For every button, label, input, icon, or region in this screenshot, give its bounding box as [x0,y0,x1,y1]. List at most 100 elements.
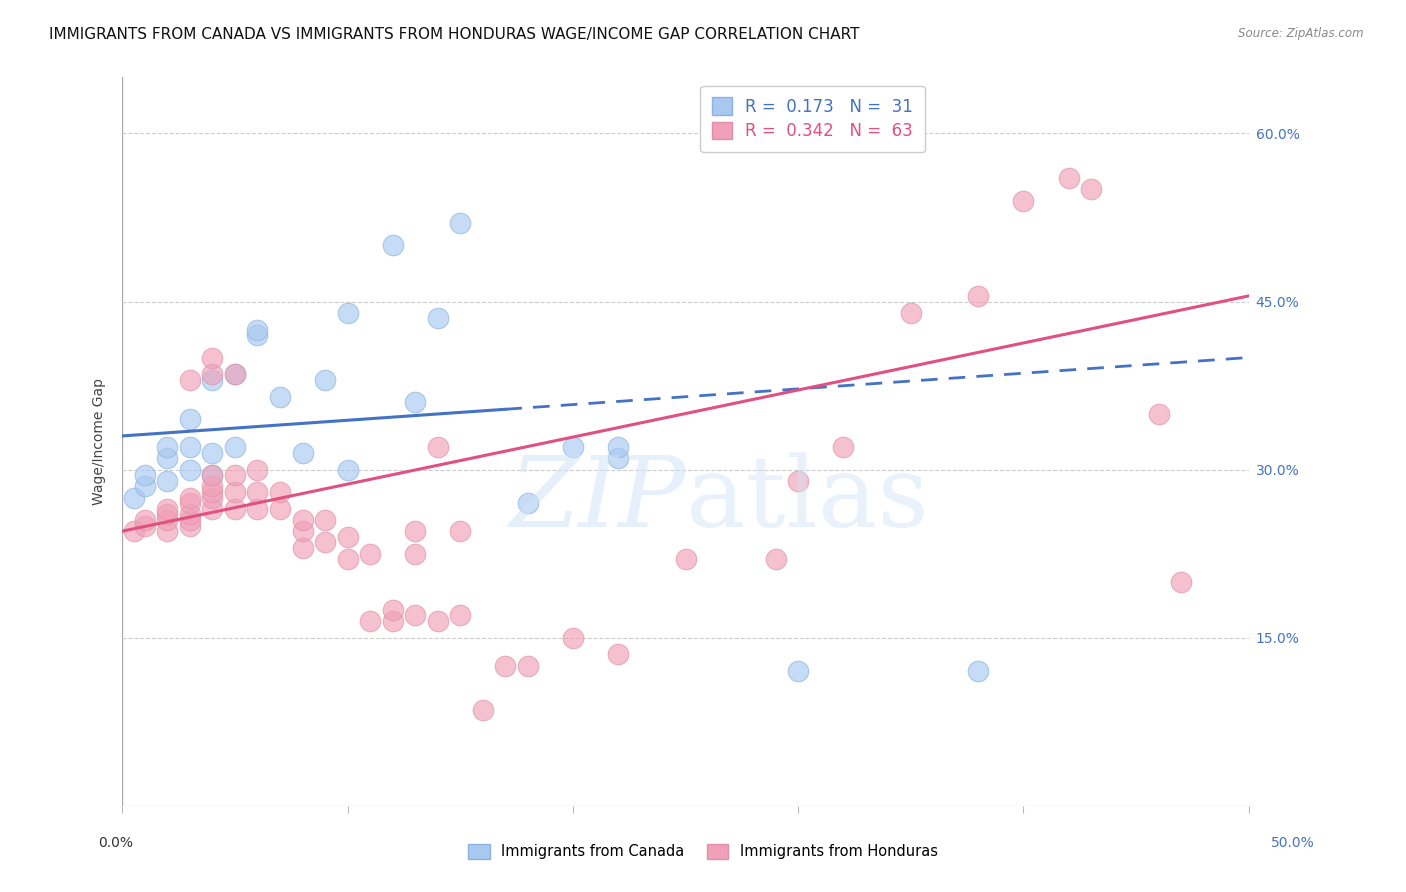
Point [404,547,426,561]
Point [291,513,314,527]
Text: Source: ZipAtlas.com: Source: ZipAtlas.com [1239,27,1364,40]
Point [246,322,269,336]
Point [516,658,538,673]
Y-axis label: Wage/Income Gap: Wage/Income Gap [93,378,107,505]
Point [561,440,583,454]
Point [336,306,359,320]
Point [675,552,697,566]
Point [765,552,787,566]
Point [336,552,359,566]
Point [122,524,145,538]
Point [179,513,201,527]
Point [900,306,922,320]
Point [201,468,224,483]
Point [201,501,224,516]
Point [201,373,224,387]
Point [967,664,990,678]
Point [967,289,990,303]
Point [224,368,246,382]
Point [359,614,381,628]
Point [201,368,224,382]
Point [291,524,314,538]
Point [449,608,471,623]
Point [246,501,269,516]
Text: ZIP: ZIP [509,452,686,548]
Point [179,462,201,476]
Point [832,440,855,454]
Point [787,664,810,678]
Point [224,368,246,382]
Point [516,496,538,510]
Legend: Immigrants from Canada, Immigrants from Honduras: Immigrants from Canada, Immigrants from … [463,838,943,865]
Text: atlas: atlas [686,452,928,548]
Point [269,390,291,404]
Point [426,311,449,326]
Point [381,614,404,628]
Point [246,485,269,500]
Point [404,608,426,623]
Point [179,508,201,522]
Point [122,491,145,505]
Point [404,524,426,538]
Point [134,468,156,483]
Point [201,351,224,365]
Point [134,513,156,527]
Point [426,440,449,454]
Point [359,547,381,561]
Point [201,446,224,460]
Point [607,648,630,662]
Point [291,541,314,555]
Text: 50.0%: 50.0% [1271,836,1315,850]
Text: 0.0%: 0.0% [98,836,134,850]
Point [787,474,810,488]
Point [224,468,246,483]
Point [561,631,583,645]
Point [449,216,471,230]
Point [156,524,179,538]
Point [201,485,224,500]
Point [201,479,224,493]
Point [134,518,156,533]
Point [336,462,359,476]
Point [246,328,269,343]
Point [179,440,201,454]
Point [314,513,336,527]
Point [381,602,404,616]
Point [156,513,179,527]
Point [179,496,201,510]
Point [156,451,179,466]
Point [156,474,179,488]
Point [314,535,336,549]
Point [1170,574,1192,589]
Point [269,501,291,516]
Point [1147,407,1170,421]
Point [291,446,314,460]
Point [201,468,224,483]
Point [607,451,630,466]
Point [201,491,224,505]
Legend: R =  0.173   N =  31, R =  0.342   N =  63: R = 0.173 N = 31, R = 0.342 N = 63 [700,86,925,153]
Point [134,479,156,493]
Point [224,485,246,500]
Point [1012,194,1035,208]
Point [314,373,336,387]
Point [336,530,359,544]
Point [494,658,516,673]
Text: IMMIGRANTS FROM CANADA VS IMMIGRANTS FROM HONDURAS WAGE/INCOME GAP CORRELATION C: IMMIGRANTS FROM CANADA VS IMMIGRANTS FRO… [49,27,859,42]
Point [1080,182,1102,196]
Point [381,238,404,252]
Point [179,373,201,387]
Point [246,462,269,476]
Point [179,491,201,505]
Point [224,440,246,454]
Point [607,440,630,454]
Point [224,501,246,516]
Point [404,395,426,409]
Point [179,412,201,426]
Point [156,501,179,516]
Point [156,508,179,522]
Point [426,614,449,628]
Point [179,518,201,533]
Point [471,703,494,717]
Point [156,440,179,454]
